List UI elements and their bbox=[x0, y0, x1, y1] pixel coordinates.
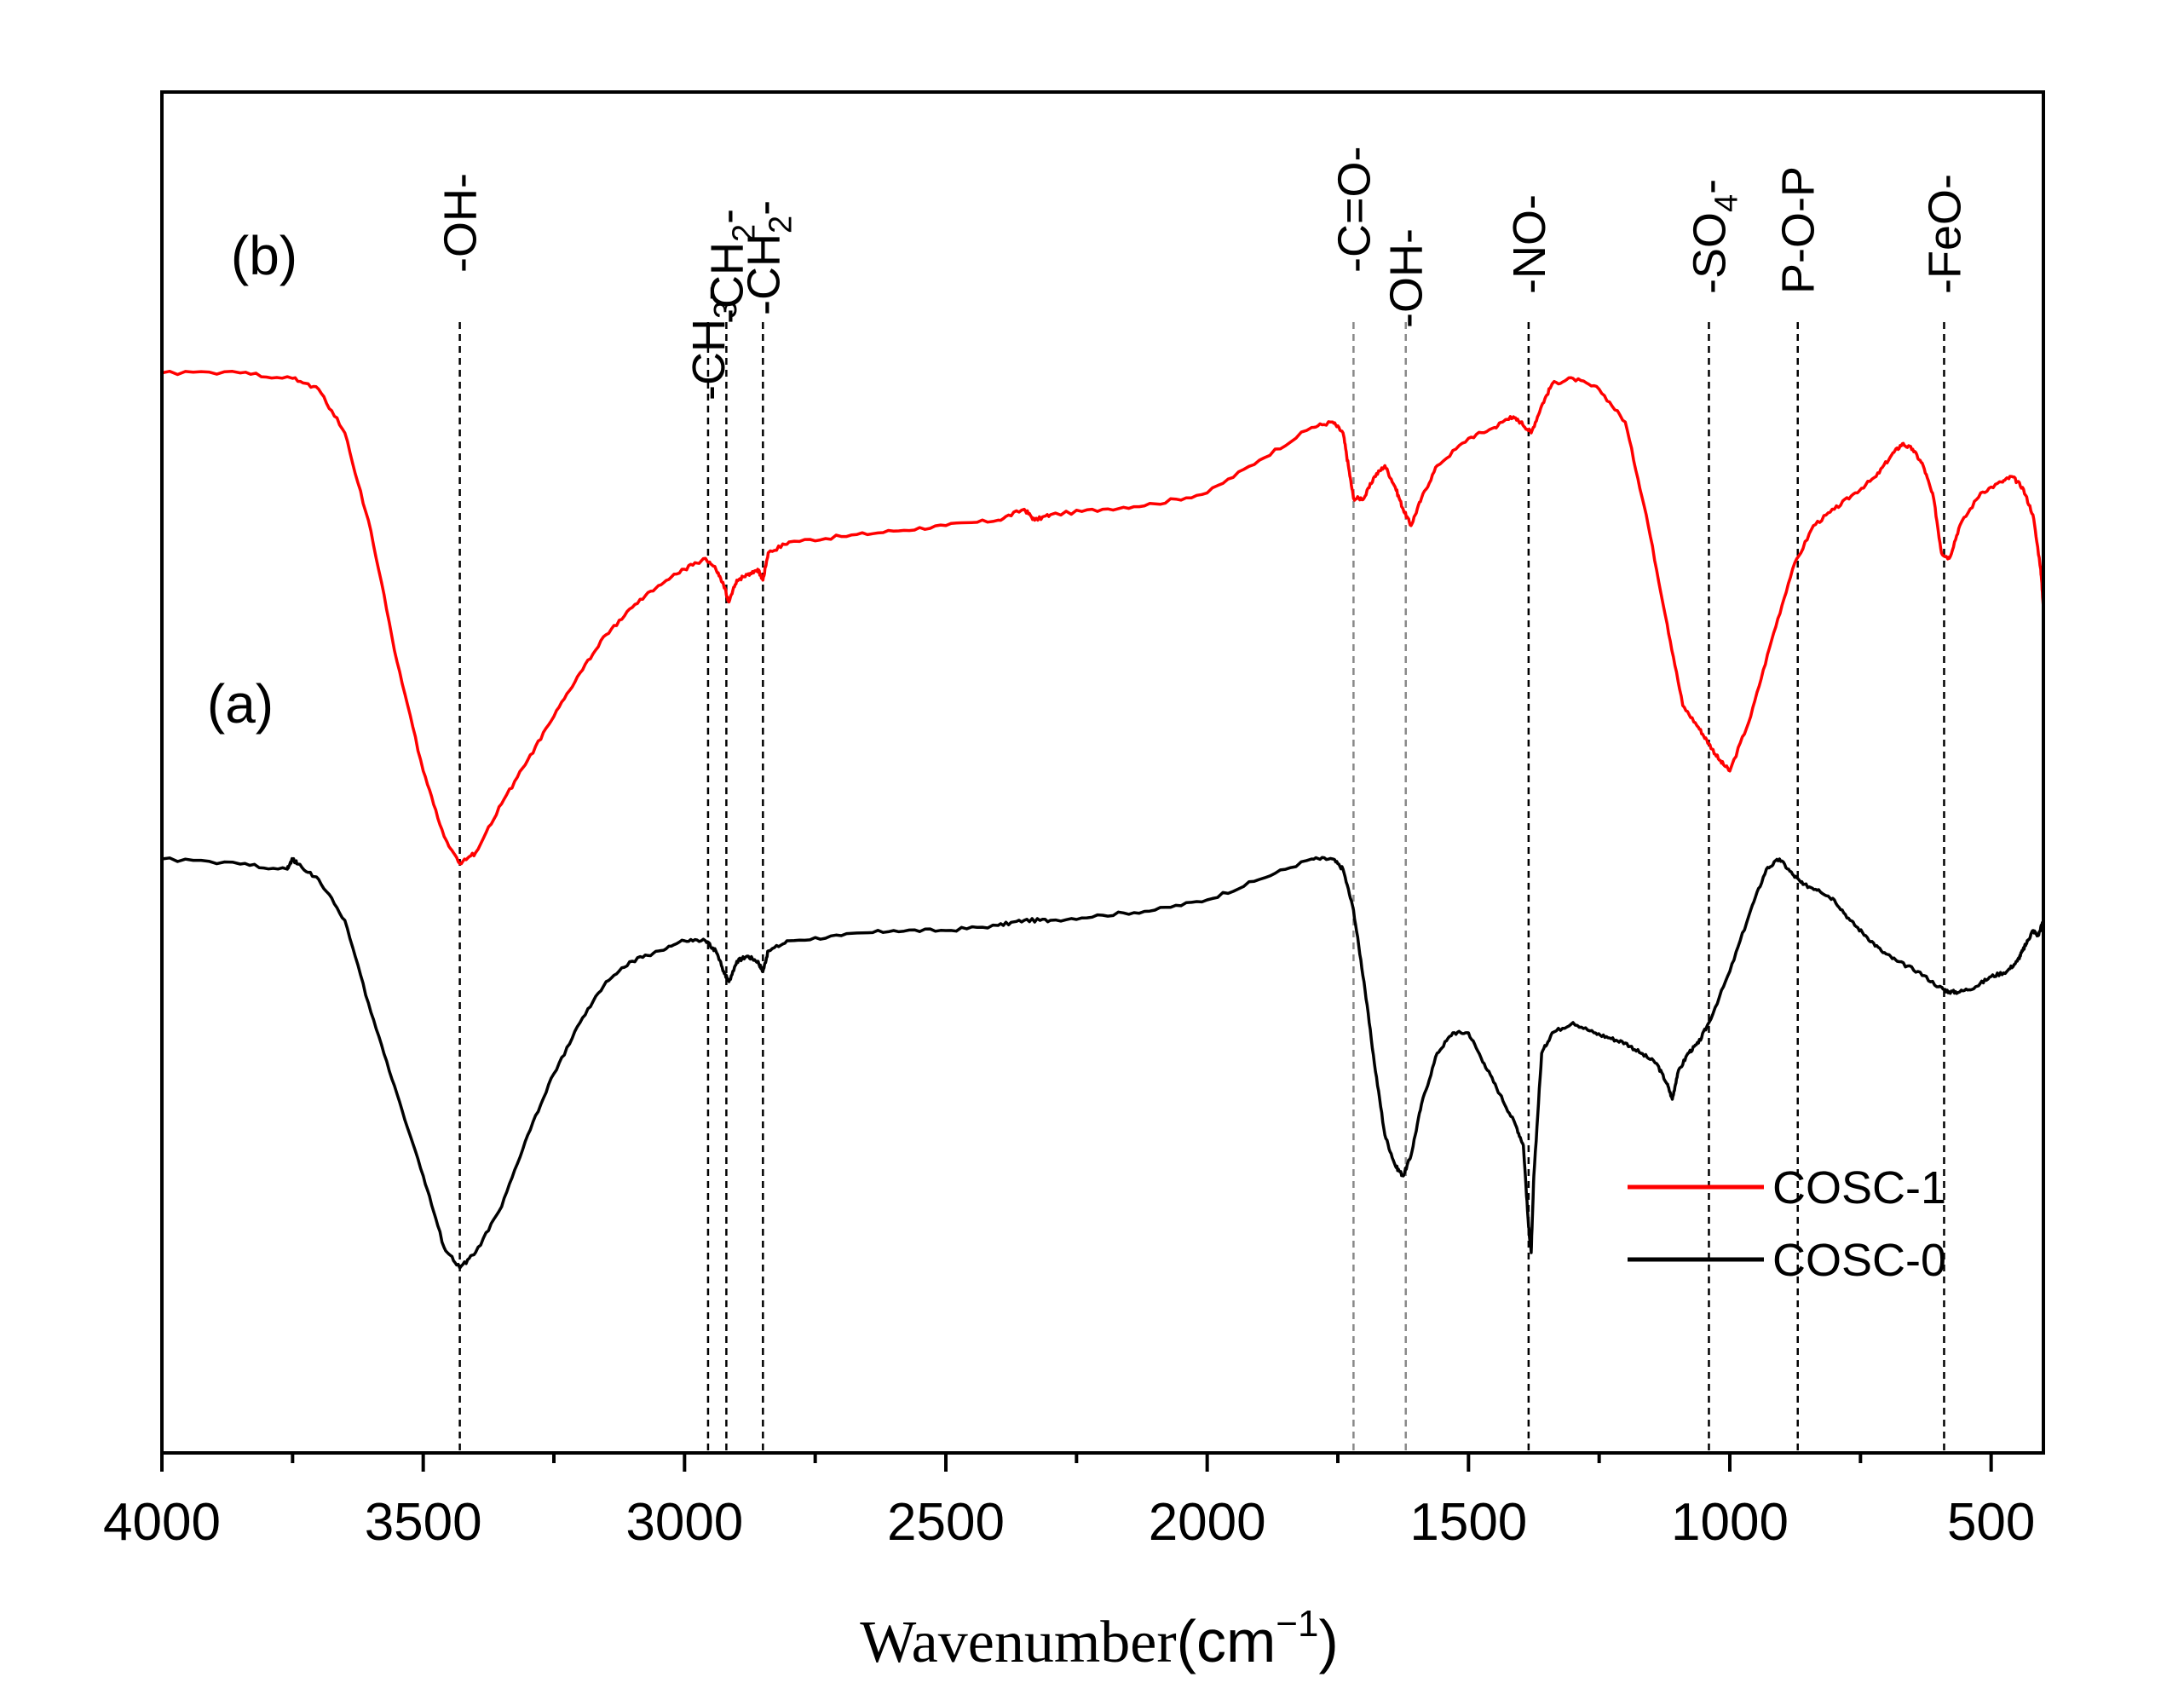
band-label-subscript: 3 bbox=[708, 301, 744, 319]
x-tick-label-1000: 1000 bbox=[1671, 1493, 1789, 1552]
x-axis-unit-open: ( bbox=[1177, 1608, 1196, 1674]
band-label-tail: - bbox=[701, 209, 752, 224]
band-label-7: -NO- bbox=[1504, 194, 1555, 294]
band-label-tail: - bbox=[683, 285, 735, 301]
reference-lines bbox=[458, 322, 1945, 1453]
band-label-4: -CH2- bbox=[738, 200, 798, 315]
panel-label-cosc-1: (b) bbox=[231, 225, 297, 286]
x-tick-label-3500: 3500 bbox=[365, 1493, 482, 1552]
legend-label-cosc-1: COSC-1 bbox=[1772, 1162, 1946, 1213]
legend: COSC-1 COSC-0 bbox=[1628, 1162, 1946, 1286]
band-label-3: -CH2- bbox=[701, 209, 762, 324]
x-axis-title: Wavenumber(cm−1) bbox=[860, 1603, 1339, 1675]
band-label-main: -CH bbox=[738, 233, 789, 315]
x-axis-ticks: 4000 3500 3000 2500 2000 1500 1000 500 bbox=[103, 1453, 2035, 1552]
x-tick-label-2500: 2500 bbox=[887, 1493, 1005, 1552]
band-label-subscript: 2 bbox=[763, 216, 798, 233]
panel-label-cosc-0: (a) bbox=[207, 673, 274, 735]
x-tick-label-4000: 4000 bbox=[103, 1493, 221, 1552]
band-label-8: -SO4- bbox=[1684, 179, 1744, 294]
series-layer bbox=[161, 369, 2045, 1270]
band-label-5: -C=O- bbox=[1328, 147, 1380, 274]
band-label-subscript: 2 bbox=[726, 224, 762, 242]
x-tick-label-500: 500 bbox=[1947, 1493, 2035, 1552]
band-label-6: -OH- bbox=[1381, 228, 1432, 328]
band-label-2: -CH3- bbox=[683, 285, 744, 401]
band-label-main: -CH bbox=[683, 319, 735, 401]
band-label-tail: - bbox=[738, 200, 789, 216]
x-axis-unit-close: ) bbox=[1318, 1608, 1338, 1674]
x-tick-label-3000: 3000 bbox=[625, 1493, 743, 1552]
band-label-tail: - bbox=[1684, 179, 1735, 194]
x-axis-unit-exponent: −1 bbox=[1276, 1603, 1318, 1645]
legend-label-cosc-0: COSC-0 bbox=[1772, 1235, 1946, 1286]
band-label-9: P-O-P bbox=[1773, 166, 1824, 294]
x-tick-label-1500: 1500 bbox=[1409, 1493, 1527, 1552]
x-axis-label: Wavenumber bbox=[860, 1610, 1176, 1675]
band-labels: -OH--CH3--CH2--CH2- -C=O--OH- -NO- -SO4- P-O… bbox=[435, 147, 1971, 401]
series-line-cosc-0 bbox=[161, 856, 2045, 1270]
x-tick-label-2000: 2000 bbox=[1149, 1493, 1266, 1552]
series-line-cosc-1 bbox=[161, 369, 2045, 866]
panel-labels: (b) (a) bbox=[207, 225, 297, 735]
band-label-main: -CH bbox=[701, 242, 752, 324]
x-axis-unit: cm bbox=[1196, 1608, 1276, 1674]
band-label-subscript: 4 bbox=[1709, 194, 1744, 212]
band-label-10: -FeO- bbox=[1919, 174, 1970, 294]
band-label-main: -SO bbox=[1684, 212, 1735, 294]
plot-frame bbox=[160, 90, 2045, 1455]
band-label-1: -OH- bbox=[435, 173, 487, 273]
